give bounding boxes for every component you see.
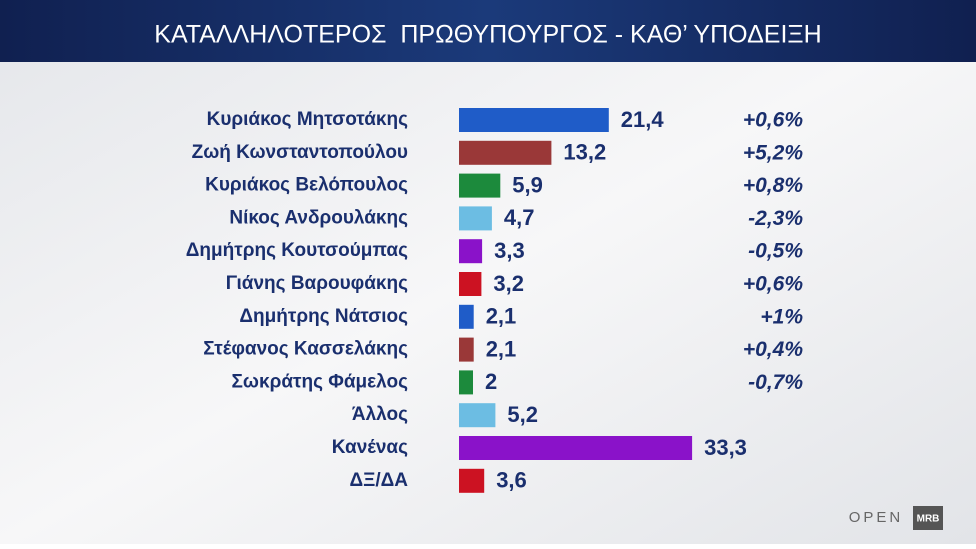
- category-label: ΔΞ/ΔΑ: [349, 470, 408, 491]
- category-label: Άλλος: [352, 404, 408, 425]
- header: [0, 0, 976, 62]
- change-label: -0,5%: [748, 240, 803, 263]
- broadcaster-logo: OPEN: [849, 509, 904, 526]
- category-label: Γιάνης Βαρουφάκης: [226, 273, 408, 294]
- change-label: +0,8%: [743, 174, 803, 197]
- change-label: +0,6%: [743, 273, 803, 296]
- value-label: 21,4: [621, 107, 665, 132]
- value-label: 2,1: [486, 336, 517, 361]
- change-label: -2,3%: [748, 207, 803, 230]
- value-label: 3,3: [494, 238, 525, 263]
- chart-title: ΚΑΤΑΛΛΗΛΟΤΕΡΟΣ ΠΡΩΘΥΠΟΥΡΓΟΣ - ΚΑΘ’ ΥΠΟΔΕ…: [154, 21, 821, 49]
- value-label: 3,2: [493, 271, 524, 296]
- change-label: -0,7%: [748, 371, 803, 394]
- category-label: Σωκράτης Φάμελος: [232, 371, 409, 392]
- category-label: Δημήτρης Νάτσιος: [239, 306, 408, 327]
- bar: [459, 140, 552, 165]
- value-label: 5,2: [507, 402, 538, 427]
- value-label: 4,7: [504, 205, 535, 230]
- change-label: +0,4%: [743, 338, 803, 361]
- value-label: 5,9: [512, 172, 543, 197]
- category-label: Ζωή Κωνσταντοπούλου: [192, 142, 408, 163]
- value-label: 3,6: [496, 468, 527, 493]
- value-label: 2,1: [486, 304, 517, 329]
- pollster-logo: MRB: [917, 514, 940, 525]
- bar: [459, 173, 501, 198]
- bar: [459, 468, 485, 493]
- change-label: +5,2%: [743, 141, 803, 164]
- bar: [459, 239, 483, 264]
- bar: [459, 337, 474, 362]
- bar: [459, 108, 609, 132]
- category-label: Δημήτρης Κουτσούμπας: [186, 240, 408, 261]
- bar: [459, 304, 474, 329]
- category-label: Νίκος Ανδρουλάκης: [229, 207, 408, 228]
- category-label: Κανένας: [332, 437, 408, 458]
- category-label: Κυριάκος Μητσοτάκης: [207, 109, 409, 130]
- pollster-logo-box: [913, 506, 943, 530]
- change-label: +1%: [760, 305, 803, 328]
- value-label: 2: [485, 369, 497, 394]
- bar: [459, 272, 482, 296]
- bar: [459, 370, 473, 395]
- change-label: +0,6%: [743, 109, 803, 132]
- category-label: Κυριάκος Βελόπουλος: [205, 175, 408, 196]
- bar: [459, 436, 693, 460]
- bar: [459, 206, 492, 231]
- value-label: 33,3: [704, 435, 747, 460]
- value-label: 13,2: [563, 140, 606, 165]
- category-label: Στέφανος Κασσελάκης: [203, 339, 408, 360]
- bar: [459, 403, 496, 428]
